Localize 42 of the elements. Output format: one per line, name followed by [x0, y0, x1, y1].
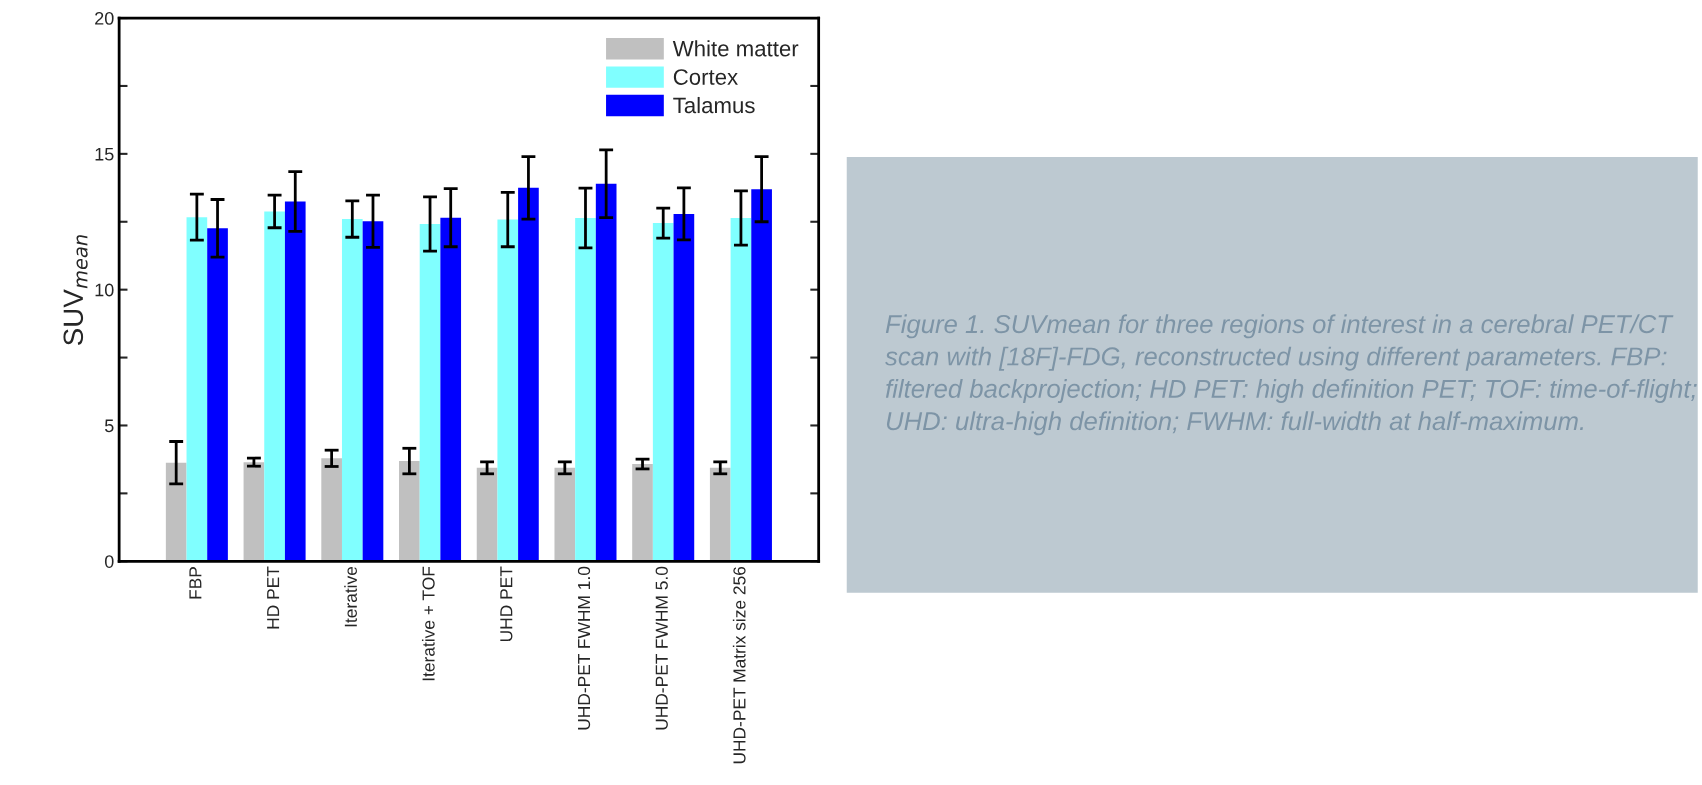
bar	[575, 217, 596, 562]
x-tick-label: UHD PET	[500, 566, 513, 641]
y-tick-label: 20	[95, 11, 114, 25]
bar	[440, 217, 462, 562]
bar	[399, 461, 420, 562]
bar	[264, 211, 285, 562]
x-tick-label: HD PET	[267, 566, 280, 629]
y-tick-label: 0	[104, 555, 114, 568]
bar	[165, 462, 187, 562]
y-tick-label: 15	[95, 147, 114, 161]
bar	[186, 217, 208, 562]
x-tick-label: Iterative + TOF	[421, 566, 435, 681]
bar	[207, 228, 228, 562]
bar	[284, 201, 306, 562]
bar	[518, 187, 539, 562]
bar	[243, 462, 265, 562]
bar	[321, 458, 342, 562]
legend-label: Talamus	[673, 96, 755, 114]
bar	[632, 464, 653, 562]
x-tick-label: UHD-PET Matrix size 256	[732, 566, 746, 764]
y-tick-label: 5	[104, 419, 114, 433]
bar	[751, 189, 772, 562]
legend-label: Cortex	[673, 69, 738, 85]
bar	[673, 213, 695, 562]
bar	[476, 467, 498, 562]
y-axis-title: SUV$_{mean}$	[63, 235, 88, 346]
bar	[341, 219, 363, 562]
bar	[595, 183, 617, 562]
x-tick-label: UHD-PET FWHM 1.0	[577, 566, 591, 730]
bar	[419, 223, 441, 562]
x-tick-label: Iterative	[344, 566, 357, 627]
bar	[652, 223, 674, 562]
y-tick-label: 10	[95, 283, 114, 297]
x-tick-label: UHD-PET FWHM 5.0	[655, 566, 668, 730]
bar	[497, 219, 519, 562]
caption: Figure 1. SUVmean for three regions of interest in a cerebral PET/CT scan with [18F]-FDG, reconstructed using different parameters. FBP: filtered backprojection; HD PET: high definition PET; TOF: time-of-flight; UHD: ultra-high definition; FWHM: full-width at half-maximum.	[885, 314, 1697, 436]
bar	[709, 467, 731, 562]
bar	[362, 221, 384, 562]
bar	[554, 467, 576, 562]
legend-label: White matter	[672, 40, 799, 57]
bar	[730, 217, 752, 562]
x-tick-label: FBP	[189, 567, 202, 599]
